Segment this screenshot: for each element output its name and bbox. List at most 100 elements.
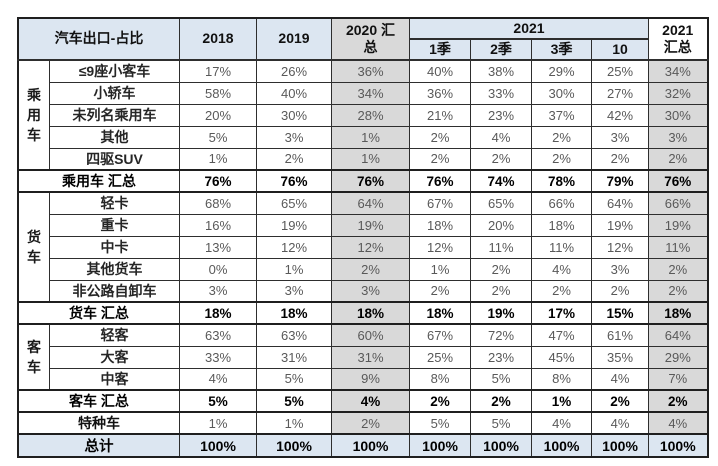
row-medium-truck: 中卡 13% 12% 12% 12% 11% 11% 12% 11% xyxy=(18,235,708,259)
row-grand-total: 总计 100% 100% 100% 100% 100% 100% 100% 10… xyxy=(17,433,708,458)
value-cell: 76% xyxy=(409,169,471,193)
value-cell: 1% xyxy=(331,125,410,149)
value-cell: 5% xyxy=(470,411,532,435)
value-cell: 2% xyxy=(409,125,471,149)
value-cell: 5% xyxy=(470,367,532,391)
value-cell: 100% xyxy=(179,433,257,458)
value-cell: 67% xyxy=(409,323,471,347)
value-cell: 2% xyxy=(331,257,410,281)
value-cell: 11% xyxy=(648,235,708,259)
grand-total-label: 总计 xyxy=(17,433,180,458)
value-cell: 1% xyxy=(331,147,410,171)
value-cell: 28% xyxy=(331,103,410,127)
value-cell: 23% xyxy=(470,345,532,369)
row-heavy-truck: 重卡 16% 19% 19% 18% 20% 18% 19% 19% xyxy=(18,213,708,237)
value-cell: 58% xyxy=(179,81,257,105)
row-small-bus-le9: 乘用车 ≤9座小客车 17% 26% 36% 40% 38% 29% 25% 3… xyxy=(17,59,708,171)
value-cell: 15% xyxy=(591,301,649,325)
value-cell: 100% xyxy=(409,433,471,458)
value-cell: 18% xyxy=(409,213,471,237)
value-cell: 66% xyxy=(531,191,592,215)
value-cell: 18% xyxy=(331,301,410,325)
value-cell: 2% xyxy=(648,389,708,413)
value-cell: 1% xyxy=(256,411,332,435)
value-cell: 18% xyxy=(648,301,708,325)
row-label: 中客 xyxy=(49,367,180,391)
value-cell: 1% xyxy=(531,389,592,413)
value-cell: 18% xyxy=(409,301,471,325)
value-cell: 67% xyxy=(409,191,471,215)
value-cell: 79% xyxy=(591,169,649,193)
value-cell: 2% xyxy=(648,257,708,281)
value-cell: 64% xyxy=(648,323,708,347)
value-cell: 20% xyxy=(470,213,532,237)
group-cell-bus: 客车 xyxy=(17,323,50,391)
value-cell: 25% xyxy=(409,345,471,369)
value-cell: 2% xyxy=(331,411,410,435)
value-cell: 25% xyxy=(591,59,649,83)
value-cell: 2% xyxy=(470,257,532,281)
value-cell: 4% xyxy=(331,389,410,413)
value-cell: 11% xyxy=(531,235,592,259)
value-cell: 30% xyxy=(531,81,592,105)
value-cell: 78% xyxy=(531,169,592,193)
value-cell: 29% xyxy=(531,59,592,83)
value-cell: 8% xyxy=(531,367,592,391)
value-cell: 61% xyxy=(591,323,649,347)
value-cell: 17% xyxy=(179,59,257,83)
value-cell: 2% xyxy=(409,147,471,171)
value-cell: 12% xyxy=(409,235,471,259)
subtotal-label: 乘用车 汇总 xyxy=(17,169,180,193)
value-cell: 63% xyxy=(256,323,332,347)
value-cell: 12% xyxy=(591,235,649,259)
value-cell: 34% xyxy=(648,59,708,83)
value-cell: 5% xyxy=(409,411,471,435)
value-cell: 1% xyxy=(179,147,257,171)
row-bus-subtotal: 客车 汇总 5% 5% 4% 2% 2% 1% 2% 2% xyxy=(17,389,708,413)
value-cell: 33% xyxy=(470,81,532,105)
row-label: 其他货车 xyxy=(49,257,180,281)
value-cell: 63% xyxy=(179,323,257,347)
value-cell: 17% xyxy=(531,301,592,325)
value-cell: 8% xyxy=(409,367,471,391)
subtotal-label: 客车 汇总 xyxy=(17,389,180,413)
value-cell: 4% xyxy=(531,257,592,281)
value-cell: 30% xyxy=(256,103,332,127)
auto-export-share-table: 汽车出口-占比 2018 2019 2020 汇总 2021 2021 汇总 1… xyxy=(17,17,709,458)
value-cell: 64% xyxy=(591,191,649,215)
value-cell: 26% xyxy=(256,59,332,83)
value-cell: 32% xyxy=(648,81,708,105)
value-cell: 40% xyxy=(409,59,471,83)
value-cell: 4% xyxy=(531,411,592,435)
value-cell: 2% xyxy=(470,279,532,303)
value-cell: 12% xyxy=(256,235,332,259)
value-cell: 11% xyxy=(470,235,532,259)
value-cell: 76% xyxy=(256,169,332,193)
value-cell: 35% xyxy=(591,345,649,369)
value-cell: 2% xyxy=(591,389,649,413)
value-cell: 47% xyxy=(531,323,592,347)
value-cell: 4% xyxy=(591,411,649,435)
value-cell: 40% xyxy=(256,81,332,105)
value-cell: 18% xyxy=(179,301,257,325)
value-cell: 3% xyxy=(591,125,649,149)
col-header-2021-q1: 1季 xyxy=(409,38,471,61)
value-cell: 19% xyxy=(256,213,332,237)
value-cell: 19% xyxy=(331,213,410,237)
value-cell: 3% xyxy=(591,257,649,281)
col-header-2021-total: 2021 汇总 xyxy=(648,17,708,61)
value-cell: 9% xyxy=(331,367,410,391)
value-cell: 76% xyxy=(648,169,708,193)
row-special-vehicle: 特种车 1% 1% 2% 5% 5% 4% 4% 4% xyxy=(17,411,708,435)
row-4wd-suv: 四驱SUV 1% 2% 1% 2% 2% 2% 2% 2% xyxy=(18,147,708,171)
table-title: 汽车出口-占比 xyxy=(17,17,180,61)
value-cell: 4% xyxy=(648,411,708,435)
row-other: 其他 5% 3% 1% 2% 4% 2% 3% 3% xyxy=(18,125,708,149)
value-cell: 29% xyxy=(648,345,708,369)
table-header: 汽车出口-占比 2018 2019 2020 汇总 2021 2021 汇总 1… xyxy=(17,17,708,61)
col-header-2021-q3: 3季 xyxy=(531,38,592,61)
value-cell: 76% xyxy=(331,169,410,193)
value-cell: 1% xyxy=(179,411,257,435)
value-cell: 5% xyxy=(256,389,332,413)
value-cell: 45% xyxy=(531,345,592,369)
